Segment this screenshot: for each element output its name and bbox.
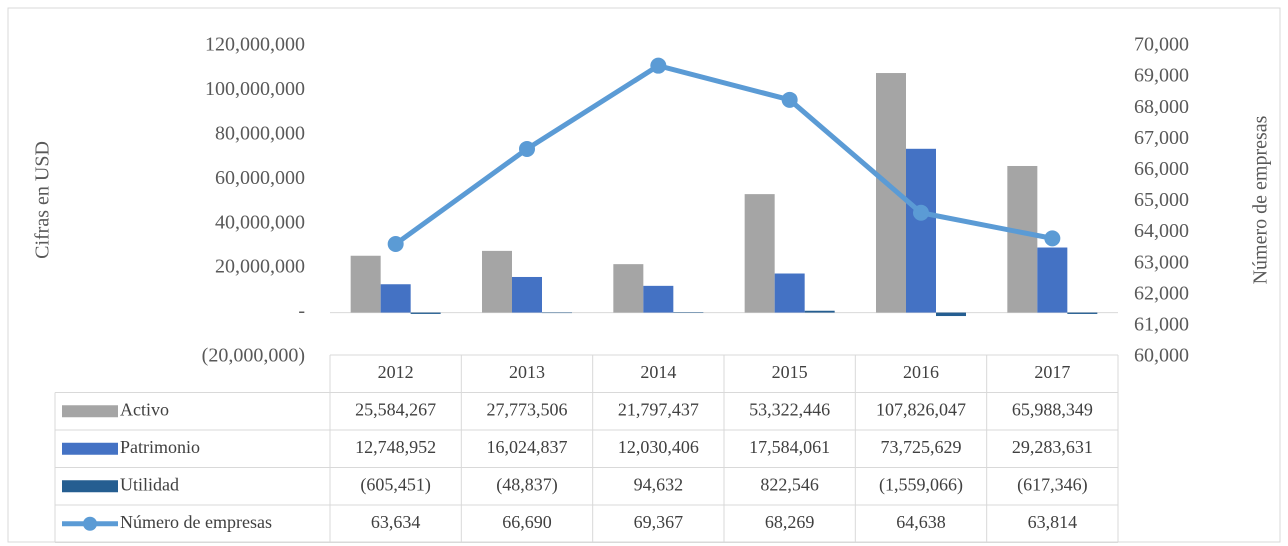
table-cell: 63,634 xyxy=(371,512,421,532)
line-marker xyxy=(781,91,798,108)
y2-tick-label: 61,000 xyxy=(1134,313,1189,335)
bar xyxy=(482,250,512,313)
bar xyxy=(643,285,674,313)
bar xyxy=(1067,312,1098,314)
table-cell: 94,632 xyxy=(634,474,684,494)
bar xyxy=(512,276,542,313)
table-cell: 73,725,629 xyxy=(881,437,962,457)
bar xyxy=(936,312,966,317)
line xyxy=(394,62,1053,247)
table-cell: 12,030,406 xyxy=(618,437,699,457)
y2-tick-label: 69,000 xyxy=(1134,65,1189,87)
table-cell: (617,346) xyxy=(1017,474,1088,495)
x-tick-label: 2012 xyxy=(378,362,414,382)
bar xyxy=(774,273,805,313)
y2-tick-label: 68,000 xyxy=(1134,96,1189,118)
bar xyxy=(1007,165,1038,313)
x-tick-label: 2016 xyxy=(903,362,939,382)
y2-tick-label: 70,000 xyxy=(1134,34,1189,56)
y2-tick-label: 62,000 xyxy=(1134,282,1189,304)
table-cell: 66,690 xyxy=(502,512,552,532)
y-tick-label: (20,000,000) xyxy=(202,345,305,367)
bar xyxy=(380,284,411,313)
bar xyxy=(542,312,572,314)
y-tick-label: 100,000,000 xyxy=(205,78,305,100)
bar xyxy=(744,194,775,313)
table-cell: 27,773,506 xyxy=(487,399,568,419)
table-cell: 29,283,631 xyxy=(1012,437,1093,457)
legend-key xyxy=(62,442,118,455)
line-marker xyxy=(1044,230,1061,247)
table-cell: 17,584,061 xyxy=(749,437,830,457)
x-tick-label: 2017 xyxy=(1034,362,1070,382)
bar xyxy=(350,255,381,313)
table-cell: 64,638 xyxy=(896,512,946,532)
table-cell: 21,797,437 xyxy=(618,399,699,419)
y-tick-label: 120,000,000 xyxy=(205,34,305,56)
legend-key xyxy=(83,516,97,531)
table-cell: (605,451) xyxy=(360,474,431,495)
legend-label: Activo xyxy=(120,399,169,419)
line-marker xyxy=(387,235,404,252)
x-tick-label: 2014 xyxy=(640,362,676,382)
table-cell: 69,367 xyxy=(634,512,684,532)
table-cell: (1,559,066) xyxy=(879,474,963,495)
y2-tick-label: 67,000 xyxy=(1134,127,1189,149)
line-marker xyxy=(519,140,535,157)
bar xyxy=(804,310,835,313)
y-axis-title: Cifras en USD xyxy=(32,141,54,259)
legend-label: Número de empresas xyxy=(120,512,272,532)
line-marker xyxy=(913,204,929,221)
x-tick-label: 2015 xyxy=(772,362,808,382)
bar xyxy=(906,148,936,313)
table-cell: 12,748,952 xyxy=(355,437,436,457)
y-tick-label: 20,000,000 xyxy=(215,256,305,278)
table-cell: (48,837) xyxy=(496,474,558,495)
table-cell: 65,988,349 xyxy=(1012,399,1093,419)
x-tick-label: 2013 xyxy=(509,362,545,382)
bar xyxy=(1037,247,1068,313)
y2-axis-title: Número de empresas xyxy=(1250,115,1272,284)
table-cell: 25,584,267 xyxy=(355,399,436,419)
y2-tick-label: 64,000 xyxy=(1134,220,1189,242)
y2-tick-label: 65,000 xyxy=(1134,189,1189,211)
y-tick-label: 80,000,000 xyxy=(215,122,305,144)
y-tick-label: - xyxy=(298,300,305,322)
bar xyxy=(613,264,644,313)
legend-label: Utilidad xyxy=(120,474,179,494)
y2-tick-label: 66,000 xyxy=(1134,158,1189,180)
bar xyxy=(410,312,441,314)
line-marker xyxy=(650,57,667,74)
table-cell: 63,814 xyxy=(1028,512,1078,532)
y2-tick-label: 63,000 xyxy=(1134,251,1189,273)
y-tick-label: 60,000,000 xyxy=(215,167,305,189)
legend-key xyxy=(62,405,118,418)
legend-label: Patrimonio xyxy=(120,437,200,457)
table-cell: 16,024,837 xyxy=(487,437,568,457)
chart-border xyxy=(7,7,1281,543)
y-tick-label: 40,000,000 xyxy=(215,211,305,233)
table-cell: 68,269 xyxy=(765,512,815,532)
bar xyxy=(673,312,704,313)
y2-tick-label: 60,000 xyxy=(1134,345,1189,367)
legend-key xyxy=(62,480,118,493)
table-cell: 822,546 xyxy=(760,474,819,494)
table-cell: 107,826,047 xyxy=(876,399,966,419)
table-cell: 53,322,446 xyxy=(749,399,830,419)
